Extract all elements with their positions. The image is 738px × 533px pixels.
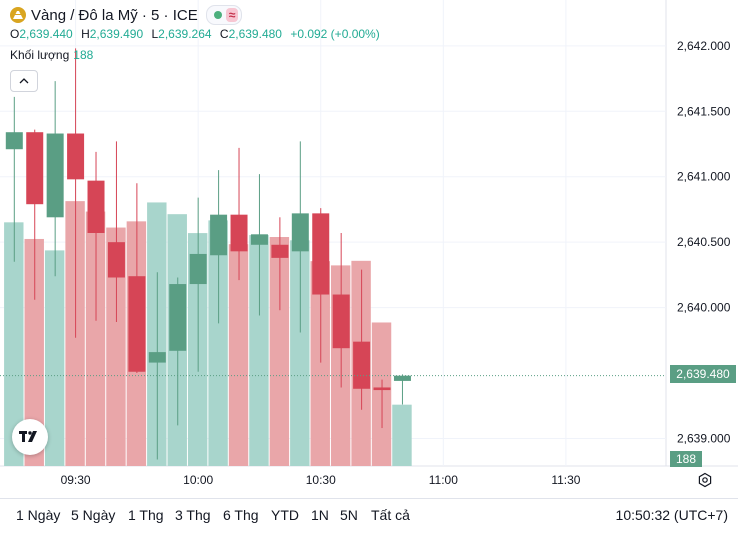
- volume-bar: [290, 240, 310, 466]
- chart-header: Vàng / Đô la Mỹ · 5 · ICE ≈: [10, 5, 243, 25]
- market-open-dot-icon: [213, 11, 222, 19]
- price-chart[interactable]: 2,642.000 2,641.500 2,641.000 2,640.500 2,64…: [0, 0, 738, 498]
- settings-icon[interactable]: [697, 472, 713, 488]
- volume-bar: [228, 244, 249, 466]
- candle-body: [250, 234, 268, 245]
- candle-body: [373, 387, 391, 391]
- candle-body: [87, 180, 105, 233]
- high-value: 2,639.490: [89, 27, 144, 41]
- candle-body: [393, 375, 411, 381]
- candle-body: [46, 133, 64, 218]
- candle-body: [271, 244, 289, 258]
- y-tick-label: 2,640.500: [677, 235, 731, 249]
- range-all-button[interactable]: Tất cả: [371, 507, 410, 523]
- wave-icon: ≈: [225, 8, 239, 22]
- volume-label: Khối lượng: [10, 48, 70, 62]
- low-label: L: [151, 27, 159, 41]
- volume-bar: [249, 235, 269, 466]
- y-tick-label: 2,639.000: [677, 432, 731, 446]
- x-tick-label: 11:00: [429, 473, 458, 487]
- volume-bar: [269, 237, 290, 466]
- range-1-month-button[interactable]: 1 Thg: [128, 507, 164, 523]
- candle-body: [26, 132, 44, 205]
- candlesticks: [5, 48, 411, 460]
- volume-bar: [208, 220, 228, 466]
- volume-bar: [4, 222, 24, 466]
- candle-body: [332, 294, 350, 349]
- chevron-up-icon: [19, 78, 29, 84]
- range-3-month-button[interactable]: 3 Thg: [175, 507, 211, 523]
- x-tick-label: 09:30: [61, 473, 91, 487]
- candle-body: [169, 284, 187, 351]
- x-tick-label: 10:30: [306, 473, 336, 487]
- change-value: +0.092 (+0.00%): [290, 27, 380, 41]
- volume-bar: [85, 211, 106, 466]
- range-1-year-button[interactable]: 1N: [311, 507, 329, 523]
- candle-body: [5, 132, 23, 150]
- high-label: H: [81, 27, 90, 41]
- range-5-year-button[interactable]: 5N: [340, 507, 358, 523]
- current-price-tag: 2,639.480: [670, 365, 736, 383]
- volume-bar: [24, 238, 44, 466]
- x-tick-label: 10:00: [183, 473, 213, 487]
- candle-body: [107, 242, 125, 278]
- y-tick-label: 2,641.000: [677, 170, 731, 184]
- candle-body: [312, 213, 330, 295]
- y-tick-label: 2,640.000: [677, 301, 731, 315]
- gold-coin-icon: [10, 7, 26, 23]
- volume-bar: [44, 250, 65, 466]
- candle-body: [128, 276, 146, 372]
- x-tick-label: 11:30: [551, 473, 580, 487]
- volume-bar: [310, 261, 330, 466]
- low-value: 2,639.264: [158, 27, 212, 41]
- volume-value: 188: [73, 48, 94, 62]
- y-tick-label: 2,641.500: [677, 104, 731, 118]
- candle-body: [353, 341, 371, 389]
- range-toolbar: 1 Ngày 5 Ngày 1 Thg 3 Thg 6 Thg YTD 1N 5…: [0, 498, 738, 533]
- open-label: O: [10, 27, 20, 41]
- candle-body: [67, 133, 85, 180]
- close-value: 2,639.480: [228, 27, 282, 41]
- symbol-title[interactable]: Vàng / Đô la Mỹ · 5 · ICE: [31, 6, 198, 24]
- price-axis[interactable]: 2,642.000 2,641.500 2,641.000 2,640.500 2,64…: [677, 39, 731, 446]
- range-6-month-button[interactable]: 6 Thg: [223, 507, 259, 523]
- volume-bar: [106, 227, 126, 466]
- clock[interactable]: 10:50:32 (UTC+7): [615, 507, 728, 523]
- collapse-legend-button[interactable]: [10, 70, 38, 92]
- volume-bars: [4, 201, 412, 466]
- candle-body: [148, 352, 166, 363]
- status-pill[interactable]: ≈: [205, 5, 243, 25]
- tradingview-logo-icon[interactable]: [12, 419, 48, 455]
- range-1-day-button[interactable]: 1 Ngày: [16, 507, 61, 523]
- volume-legend[interactable]: Khối lượng 188: [10, 48, 93, 62]
- ohlc-legend: O2,639.440 H2,639.490 L2,639.264 C2,639.…: [10, 27, 380, 41]
- time-axis[interactable]: 09:30 10:00 10:30 11:00 11:30: [61, 473, 581, 487]
- volume-bar: [392, 404, 412, 466]
- candle-body: [291, 213, 309, 252]
- candle-body: [230, 214, 248, 252]
- y-tick-label: 2,642.000: [677, 39, 731, 53]
- current-volume-tag: 188: [670, 451, 702, 467]
- range-ytd-button[interactable]: YTD: [271, 507, 299, 523]
- close-label: C: [219, 27, 229, 41]
- candle-body: [210, 214, 228, 256]
- range-5-day-button[interactable]: 5 Ngày: [71, 507, 116, 523]
- candle-body: [189, 253, 207, 285]
- open-value: 2,639.440: [19, 27, 73, 41]
